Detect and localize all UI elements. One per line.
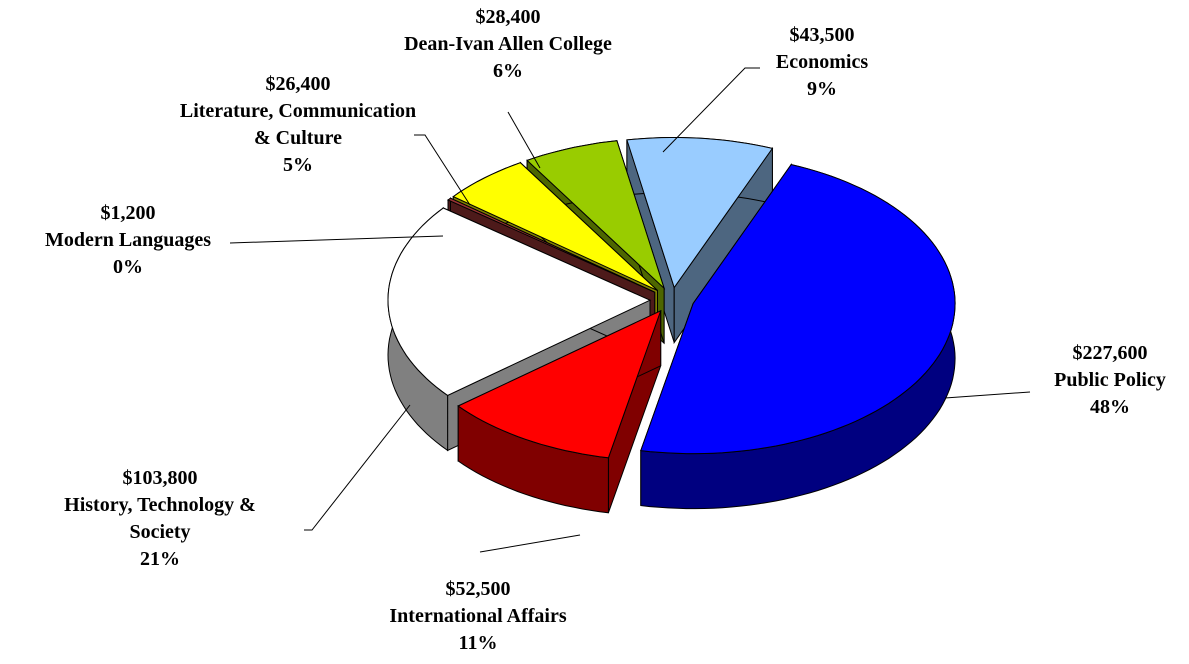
slice-top: [640, 164, 956, 455]
category-label: Modern Languages: [44, 229, 212, 251]
leader-line: [944, 391, 1031, 399]
value-label: $26,400: [265, 73, 331, 95]
data-label: $26,400 Literature, Communication & Cultu…: [178, 71, 418, 179]
slice-top: [446, 197, 655, 293]
pie-slice: [640, 163, 956, 510]
slice-top: [626, 137, 774, 289]
slice-top: [387, 207, 652, 396]
data-label: $28,400 Dean-Ivan Allen College 6%: [358, 4, 658, 85]
category-label: Dean-Ivan Allen College: [404, 33, 612, 55]
leader-line: [479, 534, 581, 553]
percent-label: 6%: [493, 60, 523, 82]
percent-label: 5%: [283, 154, 313, 176]
value-label: $28,400: [475, 6, 541, 28]
percent-label: 9%: [807, 78, 837, 100]
value-label: $227,600: [1072, 342, 1148, 364]
leader-line: [414, 134, 471, 206]
percent-label: 0%: [113, 256, 143, 278]
value-label: $43,500: [789, 24, 855, 46]
category-label: International Affairs: [389, 605, 567, 627]
category-label: Economics: [775, 51, 869, 73]
leader-line: [662, 67, 760, 153]
data-label: $52,500 International Affairs 11%: [328, 576, 628, 657]
pie-slice: [457, 309, 662, 514]
data-label: $1,200 Modern Languages 0%: [8, 200, 248, 281]
category-label: History, Technology & Society: [64, 494, 256, 543]
slice-top: [457, 309, 662, 459]
percent-label: 21%: [140, 548, 180, 570]
data-label: $103,800 History, Technology & Society 21%: [40, 465, 280, 573]
data-label: $227,600 Public Policy 48%: [1010, 340, 1189, 421]
percent-label: 48%: [1090, 396, 1130, 418]
data-label: $43,500 Economics 9%: [722, 22, 922, 103]
leader-line: [507, 111, 541, 169]
slice-top: [526, 140, 666, 290]
leader-line: [304, 404, 411, 531]
value-label: $1,200: [100, 202, 156, 224]
category-label: Public Policy: [1054, 369, 1166, 391]
slice-top: [452, 162, 658, 291]
value-label: $103,800: [122, 467, 198, 489]
percent-label: 11%: [458, 632, 498, 654]
leader-line: [229, 235, 444, 244]
value-label: $52,500: [445, 578, 511, 600]
pie-slice: [387, 206, 652, 452]
category-label: Literature, Communication & Culture: [179, 100, 417, 149]
